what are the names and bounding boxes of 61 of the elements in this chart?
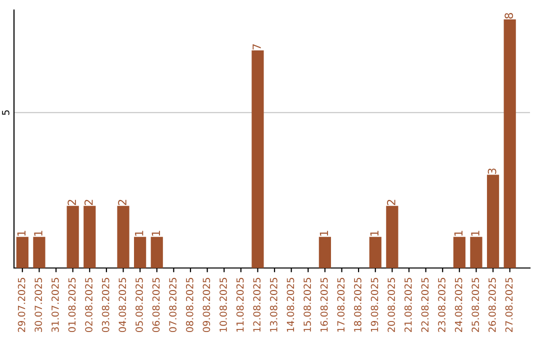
data-label: 1 <box>454 230 462 236</box>
bar <box>16 236 28 268</box>
x-tick-label: 10.08.2025 <box>220 278 227 332</box>
data-label: 1 <box>34 230 42 236</box>
x-tick-label: 21.08.2025 <box>404 278 412 332</box>
x-tick-label: 30.07.2025 <box>34 278 42 332</box>
x-tick-label: 14.08.2025 <box>286 278 294 332</box>
data-label: 1 <box>370 230 378 236</box>
data-label: 8 <box>504 13 514 19</box>
x-tick-label: 22.08.2025 <box>421 278 429 332</box>
x-tick-label: 24.08.2025 <box>454 278 462 332</box>
x-tick-label: 19.08.2025 <box>370 278 378 332</box>
x-tick-label: 23.08.2025 <box>438 278 446 332</box>
y-tick-label: 5 <box>2 110 10 115</box>
x-tick-label: 31.07.2025 <box>51 278 59 332</box>
data-label: 1 <box>135 230 144 236</box>
x-tick-label: 13.08.2025 <box>270 278 278 332</box>
data-label: 1 <box>17 230 26 236</box>
bar <box>453 236 466 268</box>
x-tick-label: 03.08.2025 <box>102 278 110 332</box>
x-tick-label: 26.08.2025 <box>488 278 496 332</box>
bar <box>318 236 331 268</box>
bar <box>470 236 482 268</box>
x-tick-label: 12.08.2025 <box>253 278 261 332</box>
bar <box>504 19 516 268</box>
data-label: 2 <box>68 200 76 206</box>
bar <box>486 174 500 268</box>
data-label: 2 <box>118 200 126 206</box>
x-tick-label: 18.08.2025 <box>354 278 362 332</box>
x-tick-label: 07.08.2025 <box>169 278 176 332</box>
data-label: 2 <box>386 200 396 206</box>
x-tick-label: 15.08.2025 <box>304 278 311 332</box>
bar <box>33 236 46 268</box>
bar <box>150 236 163 268</box>
x-tick-label: 09.08.2025 <box>202 278 210 332</box>
x-tick-label: 29.07.2025 <box>18 278 26 332</box>
x-tick-label: 17.08.2025 <box>337 278 345 332</box>
x-tick-label: 08.08.2025 <box>186 278 194 332</box>
data-label: 1 <box>320 230 328 236</box>
bar <box>66 206 79 268</box>
x-tick-label: 11.08.2025 <box>236 278 244 332</box>
data-label: 1 <box>152 230 160 236</box>
data-label: 7 <box>252 44 261 50</box>
x-tick-label: 25.08.2025 <box>472 278 480 332</box>
x-tick-label: 27.08.2025 <box>505 278 513 332</box>
bar <box>134 236 146 268</box>
x-tick-label: 05.08.2025 <box>136 278 143 332</box>
x-tick-label: 01.08.2025 <box>68 278 76 332</box>
x-tick-label: 04.08.2025 <box>118 278 126 332</box>
bar <box>84 206 96 268</box>
data-label: 3 <box>488 168 496 174</box>
x-tick-label: 20.08.2025 <box>388 278 395 332</box>
bar <box>369 236 382 268</box>
x-tick-label: 16.08.2025 <box>320 278 328 332</box>
data-label: 2 <box>84 200 93 206</box>
bar <box>386 206 398 268</box>
bar <box>117 206 130 268</box>
bar <box>252 50 264 268</box>
data-label: 1 <box>471 230 480 236</box>
x-tick-label: 02.08.2025 <box>85 278 92 332</box>
x-tick-label: 06.08.2025 <box>152 278 160 332</box>
